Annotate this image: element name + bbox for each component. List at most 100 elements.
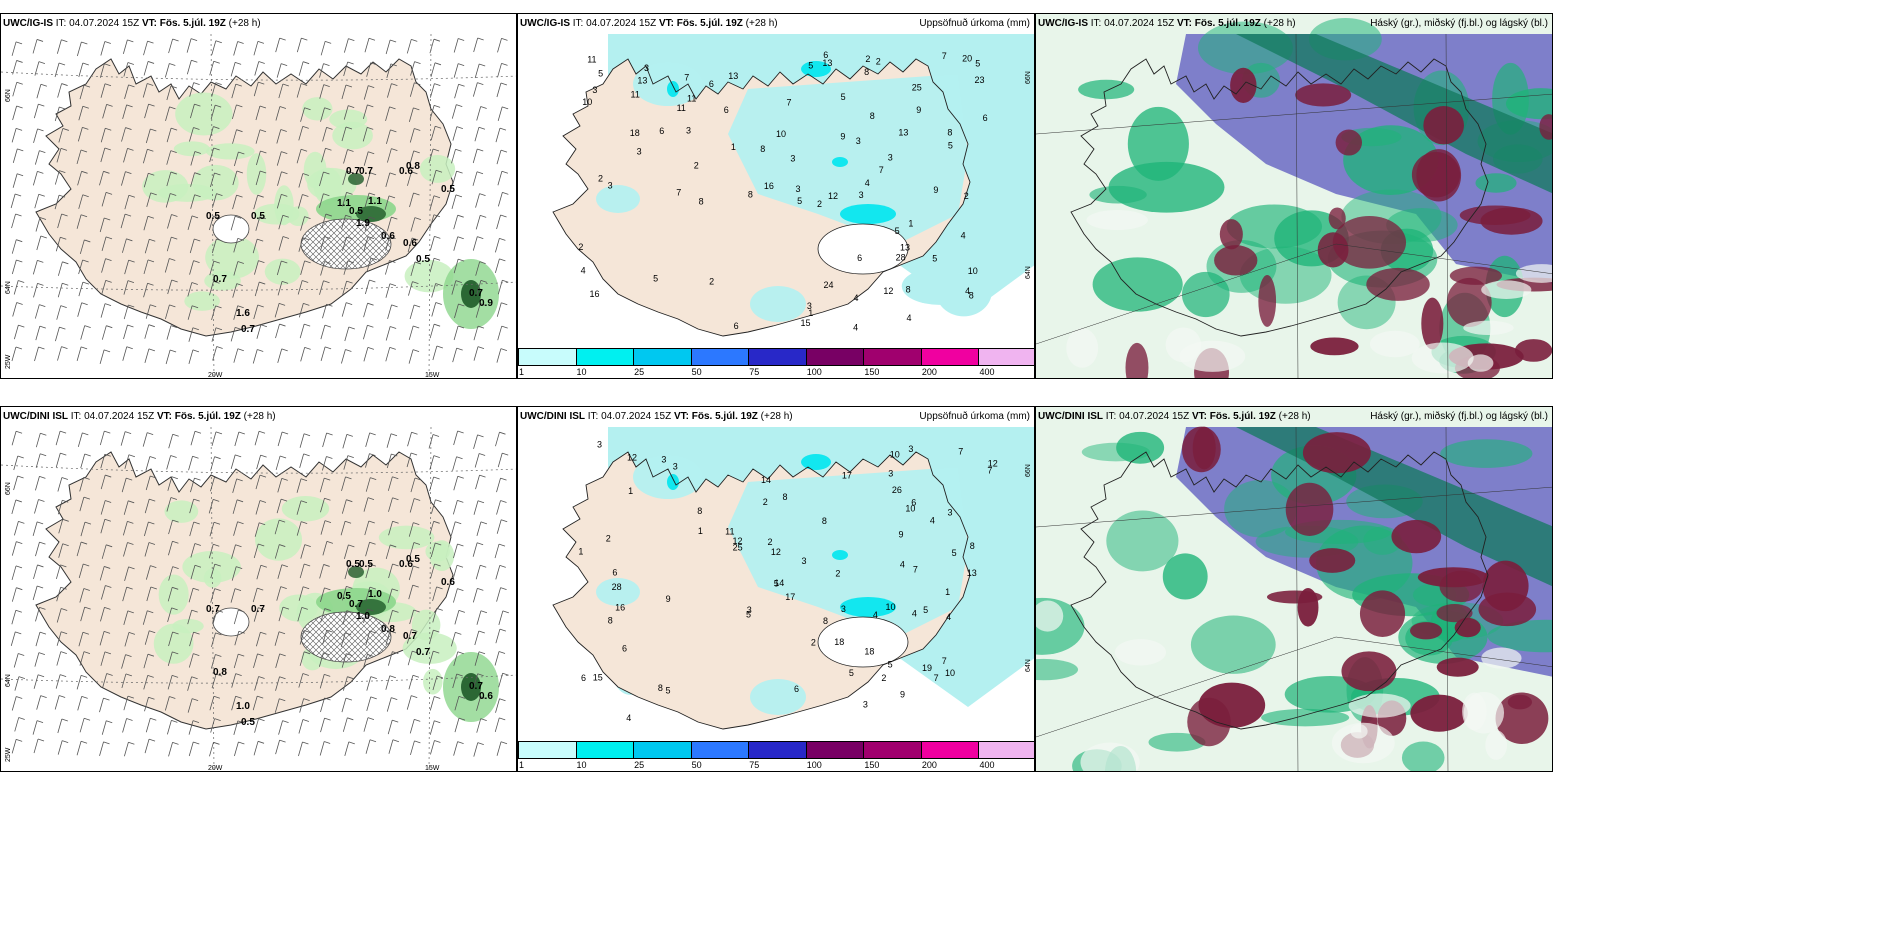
graticule: [1, 426, 516, 771]
precip-value-label: 4: [865, 178, 870, 188]
precip-value-label: 5: [808, 61, 813, 71]
precip-value-label: 5: [975, 59, 980, 69]
colorbar-swatch: [863, 348, 922, 366]
precip-value-label: 3: [841, 604, 846, 614]
precip-value-label: 11: [631, 89, 640, 99]
precip-value-label: 6: [823, 50, 828, 60]
precip-value-label: 5: [932, 253, 937, 263]
colorbar-swatch: [633, 741, 692, 759]
precip-value-label: 8: [864, 67, 869, 77]
gust-value-label: 0.8: [213, 667, 227, 678]
precip-value-label: 16: [615, 603, 625, 613]
precip-value-label: 6: [794, 684, 799, 694]
precip-value-label: 2: [876, 57, 881, 67]
precip-value-label: 7: [676, 187, 681, 197]
precip-value-label: 4: [853, 293, 858, 303]
precip-value-label: 2: [865, 54, 870, 64]
precip-value-label: 4: [626, 713, 631, 723]
gust-value-label: 0.5: [349, 206, 363, 217]
precip-value-label: 6: [983, 113, 988, 123]
gust-value-label: 0.5: [346, 559, 360, 570]
precip-value-label: 8: [970, 541, 975, 551]
precip-value-label: 3: [644, 63, 649, 73]
graticule: [1036, 33, 1552, 378]
precip-value-label: 3: [795, 184, 800, 194]
colorbar-tick: 25: [634, 367, 645, 377]
precip-value-label: 2: [964, 191, 969, 201]
precip-value-label: 13: [898, 127, 908, 137]
colorbar-swatch: [633, 348, 692, 366]
gust-value-label: 1.0: [368, 589, 382, 600]
precip-value-label: 3: [888, 468, 893, 478]
panel-title: UWC/DINI ISL IT: 04.07.2024 15Z VT: Fös.…: [520, 411, 793, 422]
precip-value-label: 3: [888, 152, 893, 162]
gust-value-label: 0.7: [416, 647, 430, 658]
gust-value-label: 0.6: [399, 166, 413, 177]
precip-value-label: 14: [761, 475, 771, 485]
precip-value-label: 8: [658, 683, 663, 693]
precip-value-label: 3: [947, 507, 952, 517]
precip-value-label: 13: [728, 71, 738, 81]
precip-value-label: 3: [637, 147, 642, 157]
precip-value-label: 3: [807, 301, 812, 311]
precip-value-label: 8: [699, 197, 704, 207]
gust-value-label: 0.5: [359, 559, 373, 570]
precip-map: 3641819158741231085610989756637812141271…: [552, 427, 1034, 730]
gust-value-label: 0.5: [206, 211, 220, 222]
precip-value-label: 2: [598, 174, 603, 184]
precip-over-land: [596, 454, 968, 715]
gust-value-label: 0.5: [406, 554, 420, 565]
precip-value-label: 4: [906, 313, 911, 323]
colorbar-tick: 150: [864, 367, 880, 377]
precip-value-label: 11: [677, 103, 686, 113]
colorbar-tick: 75: [749, 367, 760, 377]
precip-value-label: 24: [824, 280, 834, 290]
precip-value-label: 3: [747, 605, 752, 615]
precip-value-label: 20: [962, 53, 972, 63]
precip-value-label: 5: [797, 196, 802, 206]
colorbar-swatch: [690, 741, 750, 759]
colorbar-swatch: [575, 348, 635, 366]
lat-label-66: 66N: [1025, 464, 1032, 477]
precip-value-label: 10: [582, 97, 592, 107]
precip-value-label: 6: [734, 321, 739, 331]
precip-value-label: 12: [771, 547, 781, 557]
lon-label-20: 20W: [208, 372, 223, 379]
precip-value-label: 15: [801, 318, 811, 328]
coastline: [552, 58, 971, 337]
precip-value-label: 8: [823, 616, 828, 626]
panel-title: UWC/IG-IS IT: 04.07.2024 15Z VT: Fös. 5.…: [1038, 18, 1296, 29]
colorbar-swatch: [690, 348, 750, 366]
gust-value-label: 0.6: [399, 559, 413, 570]
colorbar-tick: 100: [806, 760, 822, 770]
precip-value-label: 15: [593, 673, 603, 683]
panel-cloud-top: UWC/IG-IS IT: 04.07.2024 15Z VT: Fös. 5.…: [1035, 13, 1553, 379]
precip-colorbar: 1 10 25 50 75 100 150 200 400: [518, 348, 1034, 378]
colorbar-swatch: [518, 741, 577, 759]
precip-value-label: 13: [637, 75, 647, 85]
coastline: [1070, 58, 1489, 337]
colorbar-tick: 100: [806, 367, 822, 377]
precip-value-label: 26: [892, 485, 902, 495]
colorbar-swatch: [518, 348, 577, 366]
precip-value-label: 8: [608, 615, 613, 625]
panel-title: UWC/DINI ISL IT: 04.07.2024 15Z VT: Fös.…: [1038, 411, 1311, 422]
precip-value-label: 7: [958, 446, 963, 456]
gust-value-label: 0.5: [251, 211, 265, 222]
precip-value-label: 12: [732, 536, 742, 546]
precip-value-label: 3: [908, 444, 913, 454]
precip-value-label: 8: [748, 189, 753, 199]
coastline: [1070, 451, 1489, 730]
precip-value-label: 4: [930, 516, 935, 526]
gust-value-label: 0.7: [359, 166, 373, 177]
gust-value-label: 0.7: [206, 604, 220, 615]
precip-value-label: 7: [987, 466, 992, 476]
precip-over-land: [596, 61, 968, 322]
colorbar-tick: 1: [519, 367, 525, 377]
lon-label-25: 25W: [5, 354, 12, 369]
panel-cloud-bottom: UWC/DINI ISL IT: 04.07.2024 15Z VT: Fös.…: [1035, 406, 1553, 772]
precip-value-label: 3: [661, 454, 666, 464]
gust-value-label: 0.6: [381, 231, 395, 242]
cloud-map: [1036, 14, 1552, 378]
precip-value-label: 10: [890, 450, 900, 460]
